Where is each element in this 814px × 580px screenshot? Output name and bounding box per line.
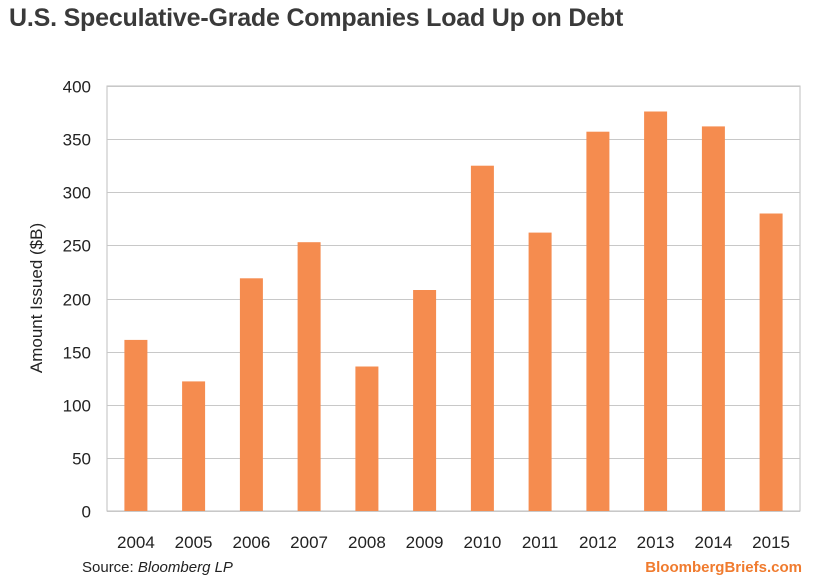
y-tick-label: 50 (72, 450, 91, 469)
bar (586, 131, 610, 511)
source-name: Bloomberg LP (137, 559, 233, 576)
y-tick-label: 150 (63, 344, 91, 363)
gridlines (106, 85, 801, 512)
bars (124, 111, 783, 512)
bar (759, 213, 783, 511)
x-tick-label: 2012 (579, 533, 617, 552)
y-tick-label: 350 (63, 131, 91, 150)
bar (297, 242, 321, 511)
x-tick-labels: 2004 2005 2006 2007 2008 2009 2010 2011 2012 2013… (117, 533, 790, 552)
y-tick-label: 300 (63, 184, 91, 203)
y-tick-label: 100 (63, 397, 91, 416)
chart-title: U.S. Speculative-Grade Companies Load Up… (9, 4, 624, 32)
y-tick-label: 400 (63, 78, 91, 97)
x-tick-label: 2004 (117, 533, 155, 552)
source-note: Source: Bloomberg LP (82, 559, 233, 576)
x-tick-label: 2007 (290, 533, 328, 552)
x-tick-label: 2006 (232, 533, 270, 552)
x-tick-label: 2015 (752, 533, 790, 552)
bar (355, 366, 379, 511)
bar (528, 232, 552, 511)
bar (701, 126, 725, 512)
plot-area-border (106, 85, 801, 512)
y-axis-title: Amount Issued ($B) (27, 223, 46, 373)
bar (239, 278, 263, 511)
bar (413, 290, 437, 511)
y-tick-label: 250 (63, 237, 91, 256)
y-tick-label: 0 (82, 503, 91, 522)
x-tick-label: 2009 (406, 533, 444, 552)
y-tick-label: 200 (63, 291, 91, 310)
x-tick-label: 2014 (694, 533, 732, 552)
brand-logo-text: BloombergBriefs.com (645, 559, 802, 576)
x-tick-label: 2010 (463, 533, 501, 552)
y-tick-labels: 0 50 100 150 200 250 300 350 400 (63, 78, 91, 522)
x-tick-label: 2013 (637, 533, 675, 552)
bar (182, 381, 206, 511)
source-prefix: Source: (82, 559, 138, 576)
bar (124, 339, 148, 511)
x-tick-label: 2011 (522, 533, 559, 552)
bar (470, 165, 494, 511)
x-tick-label: 2008 (348, 533, 386, 552)
x-tick-label: 2005 (175, 533, 213, 552)
bar (644, 111, 668, 511)
